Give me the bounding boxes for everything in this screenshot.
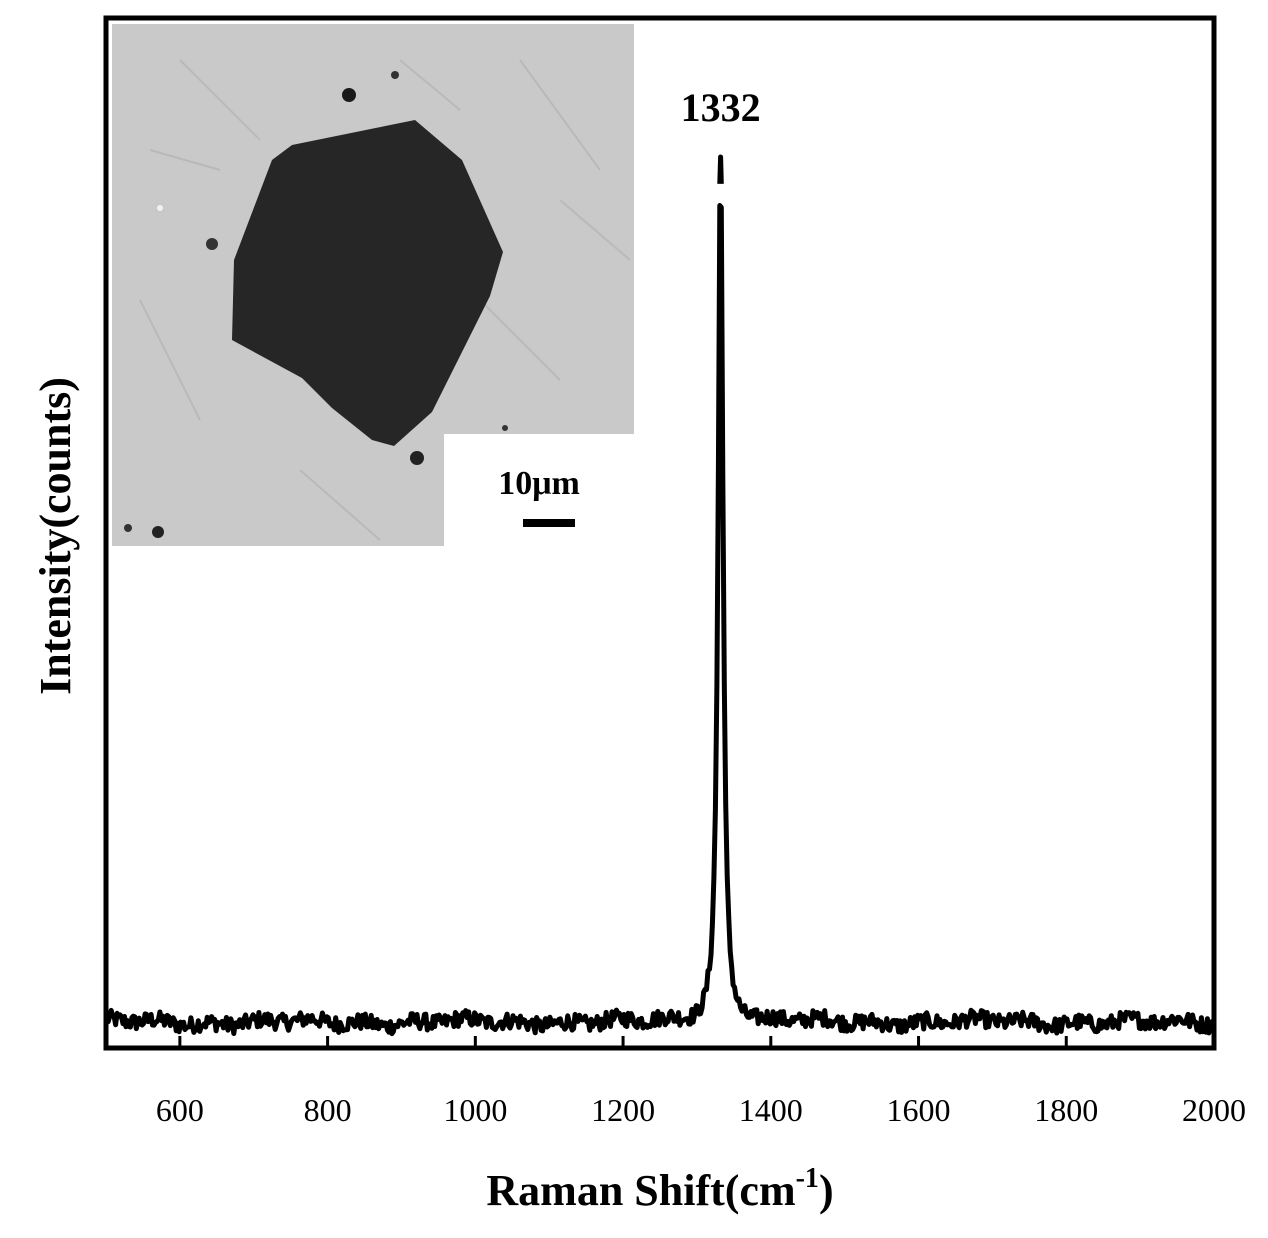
- inclusion-dot: [206, 238, 218, 250]
- scale-bar: [523, 519, 575, 527]
- x-tick-label: 1800: [1034, 1092, 1098, 1128]
- x-axis-title-main: Raman Shift(cm: [486, 1166, 795, 1215]
- x-tick-label: 1200: [591, 1092, 655, 1128]
- peak-annotation: 1332: [681, 85, 761, 130]
- x-tick-label: 1400: [739, 1092, 803, 1128]
- inset-micrograph: [112, 24, 634, 546]
- x-tick-label: 1600: [887, 1092, 951, 1128]
- diamond-crystal: [232, 120, 503, 446]
- x-tick-label: 800: [304, 1092, 352, 1128]
- inclusion-dot: [391, 71, 399, 79]
- x-axis-title: Raman Shift(cm-1): [486, 1163, 833, 1215]
- x-tick-label: 600: [156, 1092, 204, 1128]
- x-tick-label: 2000: [1182, 1092, 1246, 1128]
- spectrum-series-line: [104, 154, 1216, 1037]
- inclusion-dot: [342, 88, 356, 102]
- x-axis-title-superscript: -1: [796, 1163, 819, 1194]
- inclusion-dot: [124, 524, 132, 532]
- scale-bar-label: 10μm: [498, 465, 580, 502]
- micrograph-grain-lines: [139, 59, 631, 541]
- x-tick-label: 1000: [443, 1092, 507, 1128]
- plot-frame: [103, 15, 1217, 1051]
- inclusion-dot: [152, 526, 164, 538]
- x-axis-title-close: ): [819, 1166, 834, 1215]
- inclusion-dot: [410, 451, 424, 465]
- inclusion-dot: [502, 425, 508, 431]
- y-axis-title: Intensity(counts): [31, 377, 80, 695]
- inclusion-dot: [157, 205, 163, 211]
- x-axis-ticks: 600 800 1000 1200 1400 1600 1800 2000: [156, 1036, 1246, 1128]
